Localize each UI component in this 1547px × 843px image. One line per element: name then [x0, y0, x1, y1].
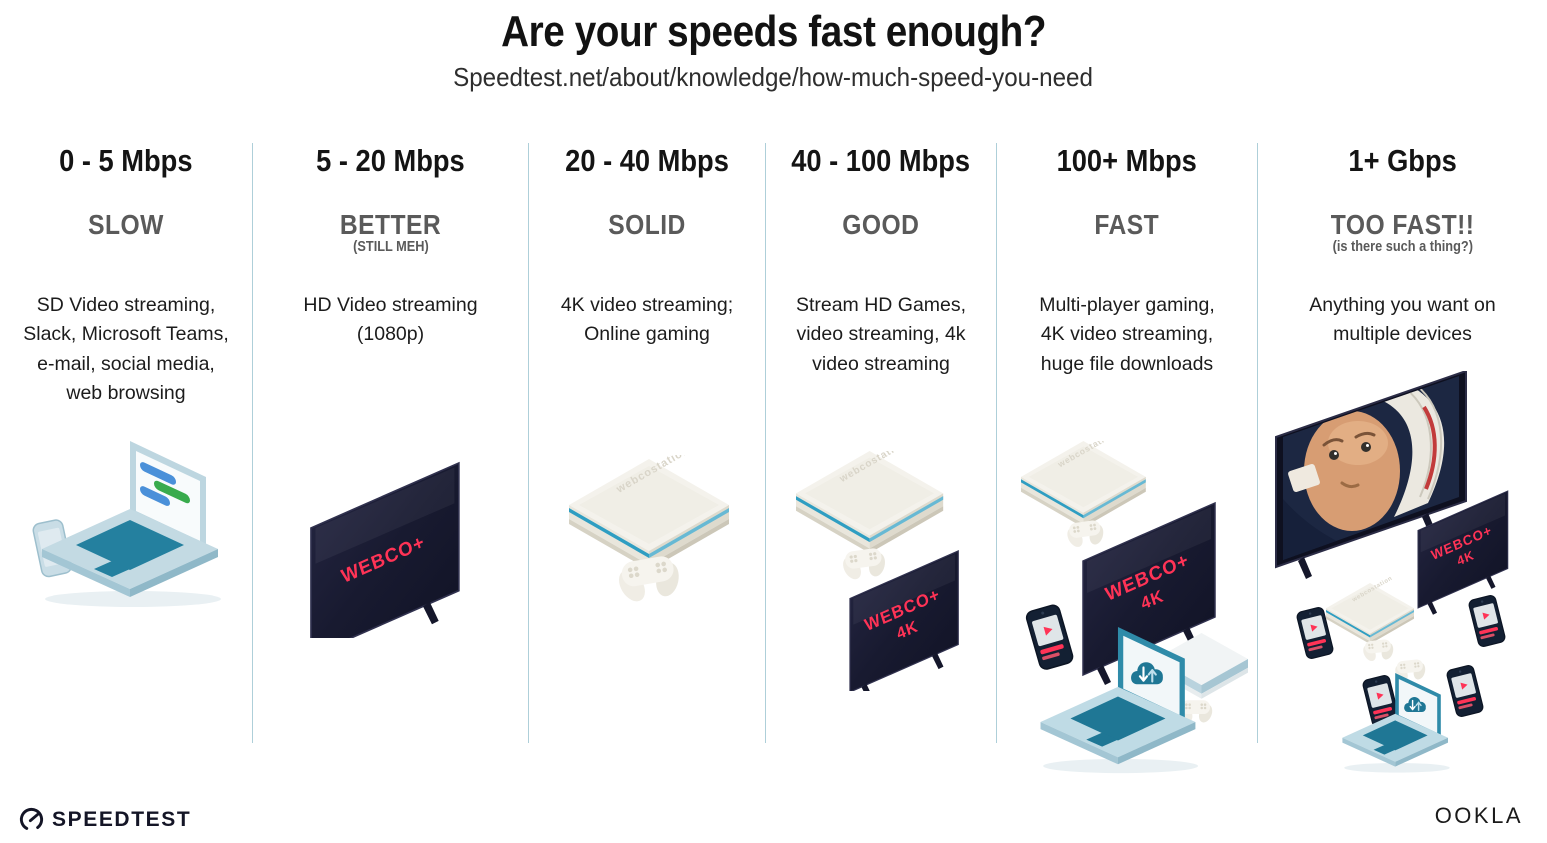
tier-description: SD Video streaming, Slack, Microsoft Tea…	[23, 294, 229, 404]
ookla-logo: OOKLA	[1435, 803, 1523, 829]
laptop-with-phone-illustration	[31, 439, 228, 609]
controller-icon	[1063, 518, 1108, 551]
rating-label: TOO FAST!!	[1330, 209, 1475, 240]
speed-tier-columns: 0 - 5 Mbps SLOW SD Video streaming, Slac…	[0, 143, 1547, 775]
hd-tv-illustration: WEBCO+	[310, 462, 460, 638]
game-console-illustration	[569, 455, 729, 609]
movie-scene-astronaut	[1283, 376, 1459, 560]
speedtest-gauge-icon	[19, 807, 44, 832]
rating-wrap: FAST	[997, 209, 1257, 241]
tier-description: 4K video streaming; Online gaming	[560, 294, 734, 346]
ookla-wordmark: OOKLA	[1434, 803, 1523, 828]
column-5-20-mbps: 5 - 20 Mbps BETTER (STILL MEH) HD Video …	[253, 143, 529, 743]
column-100-plus-mbps: 100+ Mbps FAST Multi-player gaming, 4K v…	[997, 143, 1258, 775]
rating-wrap: TOO FAST!! (is there such a thing?)	[1258, 209, 1547, 255]
controller-icon	[611, 553, 688, 609]
speed-range: 100+ Mbps	[1056, 143, 1198, 178]
page-subtitle-url: Speedtest.net/about/knowledge/how-much-s…	[453, 62, 1094, 93]
movie-tv-icon	[1275, 371, 1467, 579]
tier-description: Stream HD Games, video streaming, 4k vid…	[795, 294, 967, 375]
rating-label: BETTER	[339, 209, 442, 240]
controller-icon	[838, 546, 891, 584]
speedtest-logo: SPEEDTEST	[18, 806, 191, 833]
tier-description: Anything you want on multiple devices	[1309, 294, 1496, 346]
rating-note: (is there such a thing?)	[1332, 239, 1473, 255]
tier-description: Multi-player gaming, 4K video streaming,…	[1039, 294, 1215, 375]
laptop-chat-icon	[42, 441, 221, 607]
header: Are your speeds fast enough? Speedtest.n…	[0, 7, 1547, 93]
page-title: Are your speeds fast enough?	[501, 7, 1046, 56]
rating-label: FAST	[1094, 209, 1160, 240]
console-icon	[796, 451, 944, 554]
rating-note: (STILL MEH)	[352, 239, 429, 255]
column-0-5-mbps: 0 - 5 Mbps SLOW SD Video streaming, Slac…	[0, 143, 253, 743]
rating-wrap: GOOD	[766, 209, 996, 241]
speed-range: 0 - 5 Mbps	[59, 143, 193, 178]
multi-device-illustration: WEBCO+ 4K	[1021, 441, 1248, 775]
many-devices-illustration: WEBCO+ 4K	[1275, 371, 1509, 774]
phone-video-icon	[1467, 593, 1507, 649]
column-20-40-mbps: 20 - 40 Mbps SOLID 4K video streaming; O…	[529, 143, 766, 743]
controller-icon	[1360, 638, 1397, 664]
rating-wrap: SLOW	[0, 209, 252, 241]
column-1-plus-gbps: 1+ Gbps TOO FAST!! (is there such a thin…	[1258, 143, 1547, 774]
speed-range: 40 - 100 Mbps	[791, 143, 971, 178]
console-icon	[569, 455, 729, 570]
console-and-4k-tv-illustration: WEBCO+ 4K	[796, 451, 959, 691]
rating-wrap: BETTER (STILL MEH)	[253, 209, 528, 255]
speedtest-wordmark: SPEEDTEST	[52, 807, 192, 831]
rating-label: GOOD	[842, 209, 920, 240]
rating-wrap: SOLID	[529, 209, 765, 241]
tier-description: HD Video streaming (1080p)	[303, 294, 478, 346]
laptop-cloud-download-icon	[1341, 672, 1451, 774]
console-icon	[1326, 575, 1414, 645]
console-icon	[1021, 441, 1146, 528]
phone-video-icon	[1445, 663, 1485, 719]
speed-range: 5 - 20 Mbps	[316, 143, 465, 178]
column-40-100-mbps: 40 - 100 Mbps GOOD Stream HD Games, vide…	[766, 143, 997, 743]
speed-range: 20 - 40 Mbps	[565, 143, 729, 178]
speed-range: 1+ Gbps	[1348, 143, 1457, 178]
rating-label: SOLID	[608, 209, 686, 240]
tv-4k-label: 4K	[1455, 548, 1476, 569]
rating-label: SLOW	[88, 209, 164, 240]
phone-video-icon	[1024, 602, 1075, 672]
